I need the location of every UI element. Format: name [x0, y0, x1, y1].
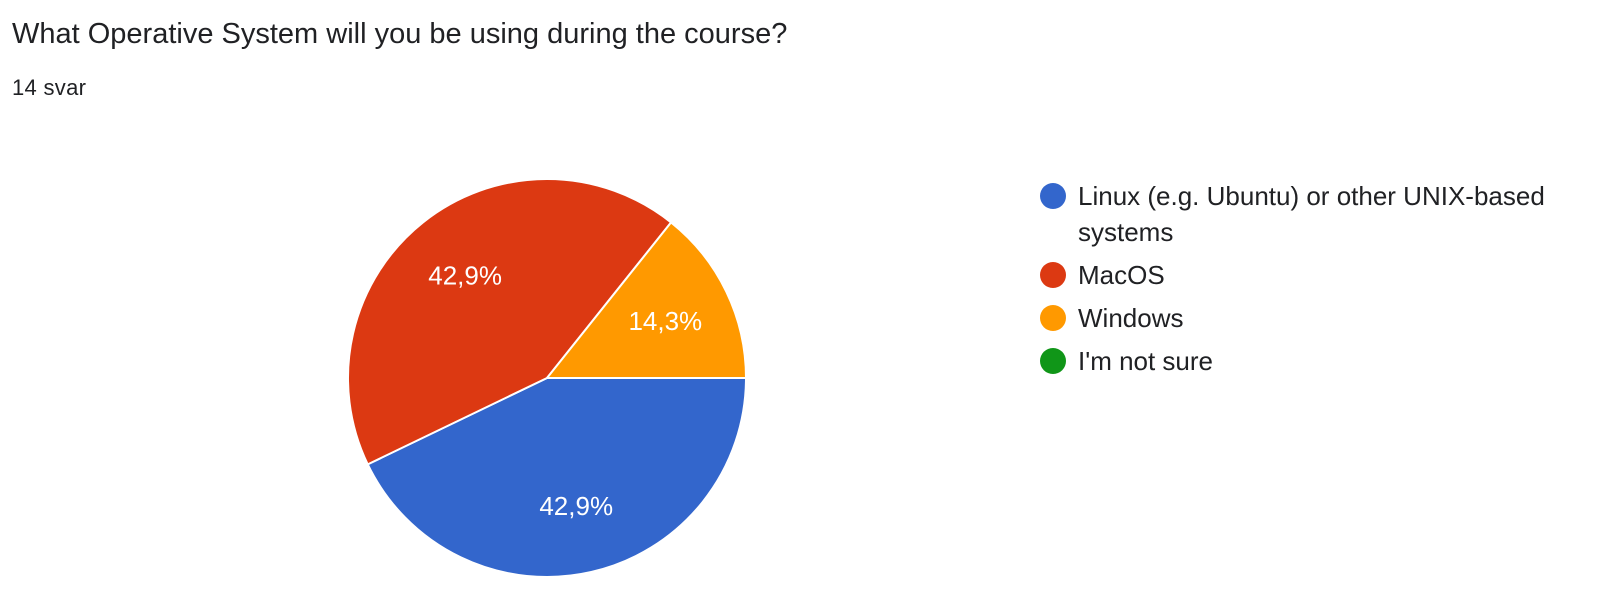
- legend-swatch-macos: [1040, 262, 1066, 288]
- legend-label-linux: Linux (e.g. Ubuntu) or other UNIX-based …: [1078, 181, 1545, 247]
- legend-label-macos: MacOS: [1078, 260, 1165, 290]
- chart-legend: Linux (e.g. Ubuntu) or other UNIX-based …: [1040, 178, 1618, 386]
- legend-label-not-sure: I'm not sure: [1078, 346, 1214, 376]
- legend-item-windows: Windows: [1040, 300, 1618, 336]
- legend-label-windows: Windows: [1078, 303, 1184, 333]
- slice-label-macos: 42,9%: [428, 260, 502, 290]
- pie-slice-windows: [544, 221, 748, 379]
- legend-swatch-linux: [1040, 183, 1066, 209]
- slice-label-linux: 42,9%: [539, 491, 613, 521]
- legend-swatch-not-sure: [1040, 348, 1066, 374]
- legend-swatch-windows: [1040, 305, 1066, 331]
- legend-item-not-sure: I'm not sure: [1040, 343, 1618, 379]
- pie-slice-macos: [347, 178, 673, 466]
- pie-chart: 42,9% 42,9% 14,3%: [347, 178, 748, 578]
- slice-label-windows: 14,3%: [628, 306, 702, 336]
- legend-item-linux: Linux (e.g. Ubuntu) or other UNIX-based …: [1040, 178, 1618, 250]
- response-count: 14 svar: [12, 75, 87, 100]
- question-title: What Operative System will you be using …: [12, 18, 788, 50]
- pie-slice-linux: [366, 377, 748, 578]
- legend-item-macos: MacOS: [1040, 257, 1618, 293]
